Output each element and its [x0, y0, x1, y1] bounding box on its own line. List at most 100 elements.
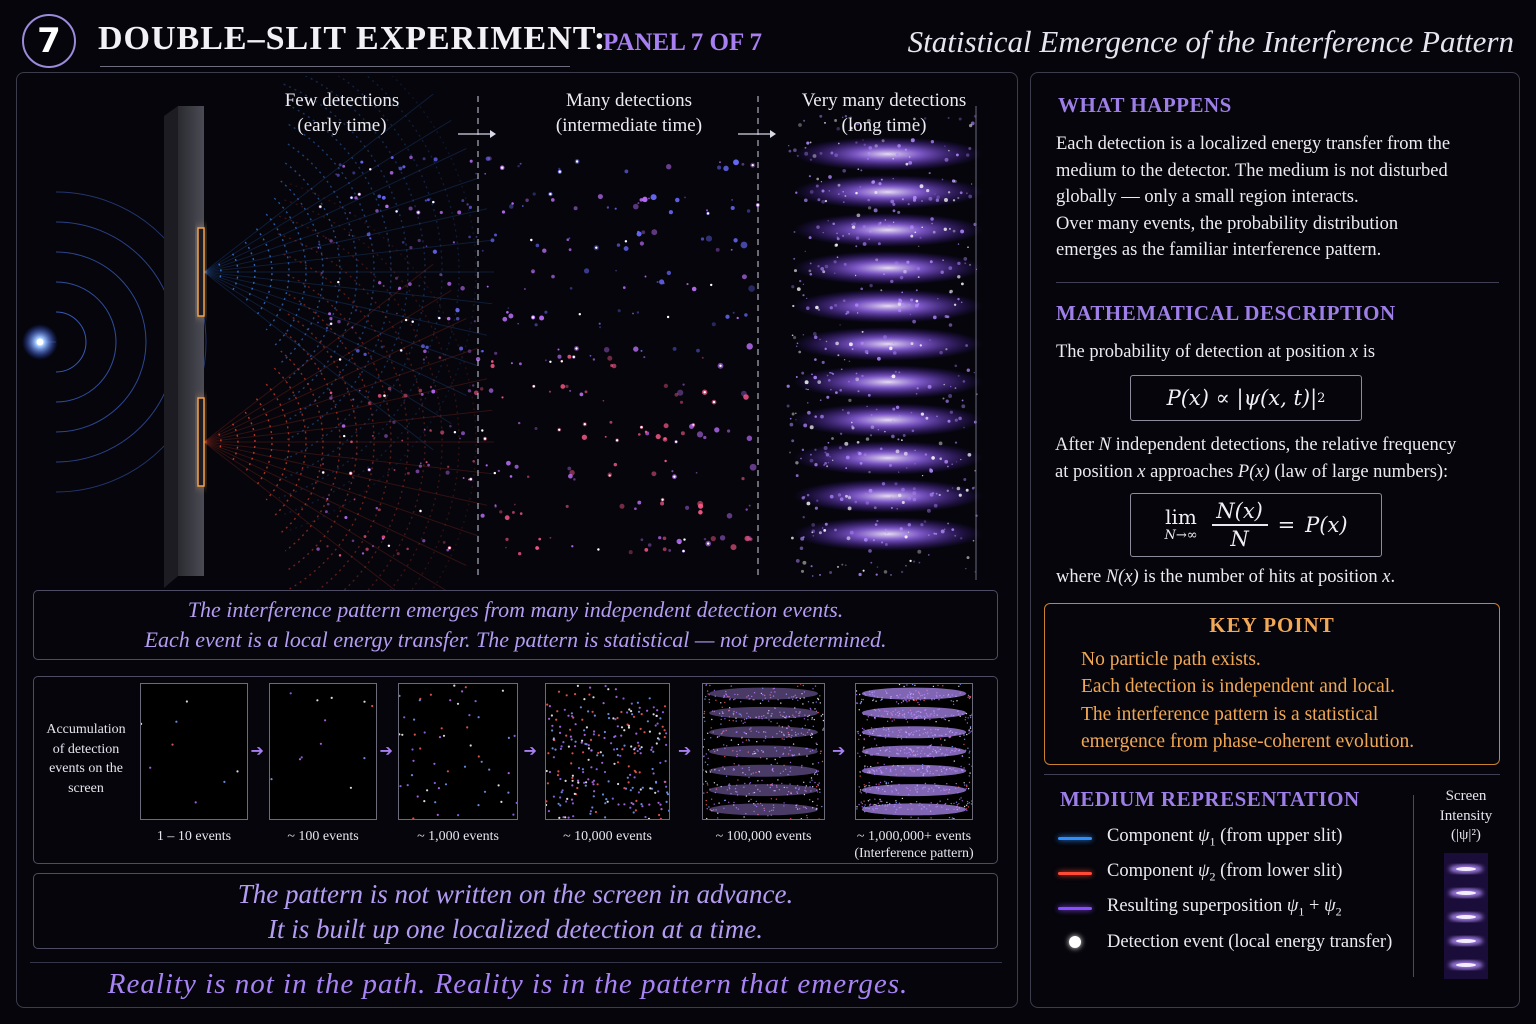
screen-hit	[931, 456, 935, 460]
thumb-dot	[816, 771, 818, 773]
screen-hit	[958, 493, 962, 497]
thumb-dot	[714, 791, 717, 794]
screen-hit	[901, 303, 905, 307]
thumb-dot	[631, 786, 634, 789]
screen-hit	[824, 199, 828, 203]
screen-hit	[948, 394, 953, 398]
thumb-dot	[967, 788, 970, 790]
wavefront-arc	[280, 180, 324, 364]
screen-hit	[795, 376, 798, 378]
thumb-dot	[868, 782, 870, 784]
detection-dot	[733, 159, 739, 166]
thumb-dot	[723, 695, 725, 698]
wave-ray	[203, 289, 452, 443]
thumb-dot	[713, 710, 716, 713]
thumb-dot	[706, 782, 708, 784]
detection-dot	[509, 475, 513, 478]
screen-hit	[943, 227, 947, 231]
thumb-dot	[705, 753, 707, 755]
thumb-dot	[596, 754, 599, 757]
screen-hit	[942, 397, 945, 400]
detection-dot	[730, 205, 735, 211]
thumb-dot	[736, 753, 738, 756]
screen-hit	[926, 188, 930, 193]
detection-dot	[481, 349, 484, 353]
screen-hit	[876, 519, 879, 523]
detection-dot	[616, 243, 621, 247]
detection-dot	[467, 389, 472, 393]
thumb-dot	[413, 718, 416, 721]
thumb-dot	[806, 814, 808, 817]
thumb-dot	[900, 701, 903, 704]
screen-hit	[944, 145, 946, 147]
screen-hit	[902, 534, 905, 537]
detection-dot	[324, 510, 328, 514]
thumb-dot	[711, 810, 713, 812]
detection-dot	[471, 384, 475, 387]
fraction-bar	[1211, 524, 1268, 526]
screen-hit	[786, 404, 790, 408]
screen-hit	[855, 141, 858, 144]
detection-dot	[664, 459, 667, 463]
thumb-dot	[877, 802, 879, 804]
detection-dot	[341, 424, 346, 428]
screen-hit	[892, 209, 896, 213]
thumb-dot	[581, 768, 584, 771]
progression-arrow-icon: ➔	[250, 740, 264, 760]
fraction-denominator: N	[1230, 526, 1249, 551]
detection-dot	[568, 248, 572, 252]
detection-flash	[560, 360, 563, 363]
thumb-dot	[720, 733, 722, 735]
thumb-dot	[746, 696, 748, 698]
screen-hit	[898, 371, 901, 374]
screen-hit	[834, 119, 838, 122]
thumb-dot	[737, 808, 739, 810]
detection-dot	[671, 470, 674, 473]
accumulation-caption-line: ~ 1,000 events	[417, 829, 499, 844]
thumb-dot	[591, 710, 594, 713]
thumb-dot	[716, 784, 718, 786]
thumb-dot	[557, 770, 560, 773]
wave-ray	[203, 148, 467, 273]
screen-hit	[828, 175, 832, 179]
thumb-dot	[804, 724, 806, 727]
math-where-var: N(x)	[1105, 567, 1139, 587]
thumb-dot	[620, 734, 623, 737]
detection-flash	[558, 170, 561, 173]
thumb-dot	[635, 732, 638, 735]
thumb-dot	[745, 733, 747, 735]
wave-ray	[203, 271, 493, 305]
thumb-dot	[720, 702, 722, 704]
screen-hit	[908, 156, 911, 158]
thumb-dot	[788, 697, 790, 699]
thumb-dot	[558, 816, 561, 819]
thumb-dot	[937, 684, 939, 687]
screen-hit	[914, 303, 919, 308]
thumb-dot	[663, 729, 666, 732]
detection-dot	[461, 199, 465, 203]
screen-hit	[790, 536, 794, 540]
thumb-dot	[788, 716, 790, 718]
detection-dot	[741, 274, 747, 280]
thumb-dot	[706, 817, 708, 819]
thumb-dot	[964, 784, 966, 786]
thumb-dot	[755, 800, 757, 803]
thumb-dot	[817, 783, 819, 786]
fraction-numerator: N(x)	[1216, 499, 1263, 524]
legend-detection-text: Detection event (local energy transfer)	[1107, 931, 1393, 952]
screen-hit	[836, 237, 840, 241]
detection-flash	[329, 322, 333, 325]
screen-hit	[948, 266, 953, 270]
thumb-dot	[904, 699, 906, 701]
thumb-dot	[705, 770, 707, 772]
thumb-dot	[507, 736, 510, 739]
screen-hit	[940, 529, 945, 534]
detection-dot	[677, 389, 684, 396]
screen-hit	[960, 301, 963, 304]
message-box: The pattern is not written on the screen…	[33, 873, 998, 949]
thumb-dot	[804, 714, 806, 716]
thumb-dot	[959, 735, 961, 737]
detection-dot	[519, 512, 523, 515]
screen-hit	[862, 139, 864, 141]
detection-dot	[425, 245, 428, 248]
